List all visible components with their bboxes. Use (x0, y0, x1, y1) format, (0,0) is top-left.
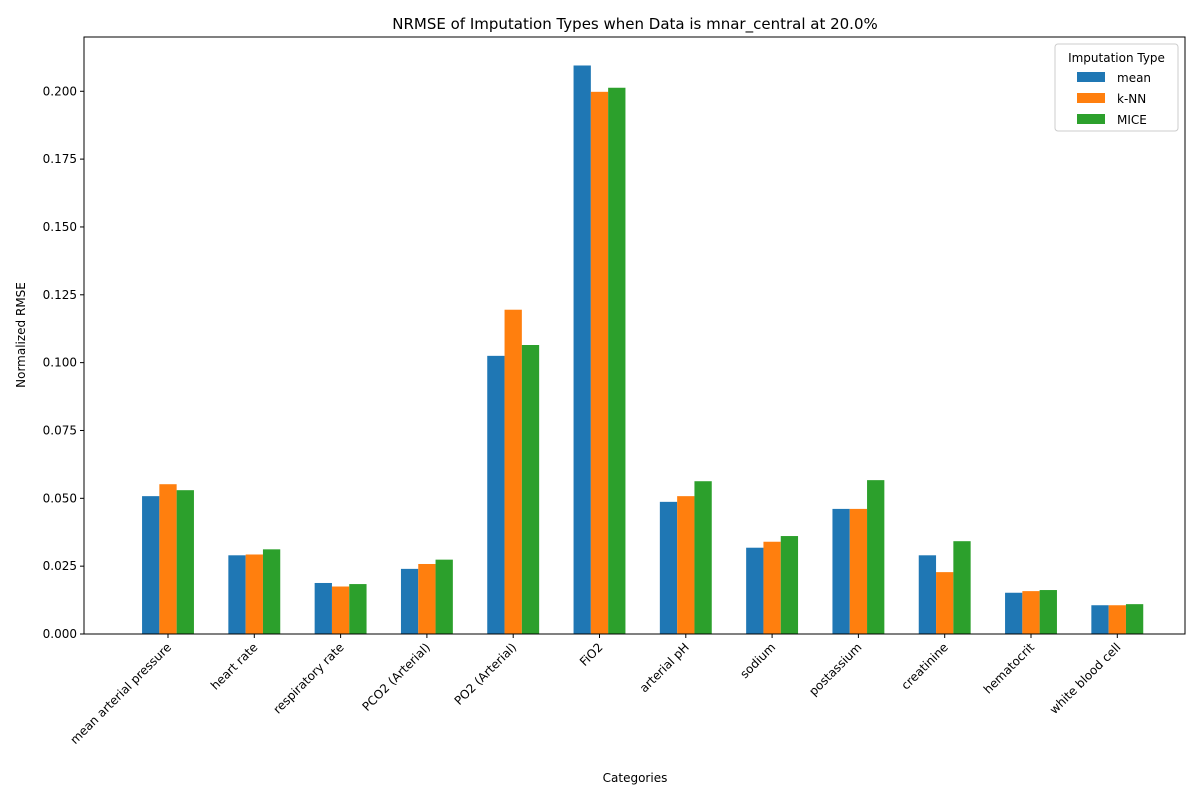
y-tick-label: 0.175 (43, 152, 77, 166)
legend-label-mean: mean (1117, 71, 1151, 85)
x-tick-label: hematocrit (981, 640, 1038, 697)
y-tick-label: 0.100 (43, 356, 77, 370)
legend: Imputation Type mean k-NN MICE (1054, 43, 1179, 132)
bar-mean-4 (487, 355, 505, 634)
legend-title: Imputation Type (1068, 51, 1165, 65)
bar-MICE-0 (176, 490, 194, 634)
bar-MICE-2 (349, 584, 367, 634)
x-tick-label: white blood cell (1047, 640, 1124, 717)
y-tick-label: 0.075 (43, 423, 77, 437)
bar-mean-8 (832, 508, 850, 634)
x-tick-label: sodium (737, 640, 778, 681)
bar-MICE-1 (262, 549, 281, 634)
x-axis: mean arterial pressure heart rate respirat… (67, 634, 1123, 747)
bar-k-NN-8 (849, 508, 868, 634)
legend-swatch-MICE (1077, 114, 1105, 124)
x-tick-label: heart rate (208, 640, 260, 692)
bar-MICE-11 (1125, 604, 1144, 634)
bar-mean-0 (142, 496, 160, 634)
chart-title: NRMSE of Imputation Types when Data is m… (392, 15, 878, 34)
bar-k-NN-0 (159, 484, 177, 634)
x-tick-label: respiratory rate (270, 640, 346, 716)
legend-swatch-mean (1077, 72, 1105, 82)
bar-MICE-10 (1039, 590, 1057, 634)
bar-mean-3 (400, 568, 419, 634)
x-tick-label: creatinine (899, 640, 951, 692)
bar-k-NN-2 (331, 586, 350, 634)
x-axis-label: Categories (603, 771, 668, 785)
bar-mean-11 (1091, 605, 1109, 634)
x-tick-label: arterial pH (637, 640, 692, 695)
legend-label-MICE: MICE (1117, 113, 1147, 127)
legend-swatch-k-NN (1077, 93, 1105, 103)
bar-MICE-5 (608, 87, 626, 634)
plot-area (83, 36, 1186, 635)
x-tick-label: PO2 (Arterial) (452, 640, 520, 708)
bar-k-NN-6 (677, 496, 695, 634)
y-tick-label: 0.050 (43, 491, 77, 505)
bar-mean-6 (659, 501, 678, 634)
bar-MICE-6 (694, 481, 712, 634)
y-tick-label: 0.125 (43, 288, 77, 302)
x-tick-label: mean arterial pressure (67, 640, 174, 747)
bar-MICE-8 (867, 480, 885, 634)
x-tick-label: postassium (806, 640, 864, 698)
bar-k-NN-7 (763, 541, 781, 634)
bar-mean-7 (746, 547, 764, 634)
bar-k-NN-11 (1108, 605, 1126, 634)
bar-MICE-3 (435, 559, 453, 634)
plot-frame (83, 36, 1186, 635)
bar-MICE-7 (780, 536, 799, 634)
x-tick-label: FiO2 (577, 640, 606, 669)
y-tick-label: 0.150 (43, 220, 77, 234)
y-tick-label: 0.025 (43, 559, 77, 573)
bar-MICE-4 (521, 345, 540, 634)
bar-k-NN-1 (245, 554, 263, 634)
y-axis: 0.000 0.025 0.050 0.075 0.100 0.125 0.150 0.175… (43, 84, 84, 641)
bar-k-NN-5 (590, 91, 609, 634)
bar-mean-9 (918, 555, 937, 634)
y-tick-label: 0.000 (43, 627, 77, 641)
x-tick-label: PCO2 (Arterial) (359, 640, 433, 714)
bar-k-NN-3 (418, 563, 436, 634)
legend-box (1054, 43, 1179, 132)
bar-k-NN-4 (504, 309, 522, 634)
y-axis-label: Normalized RMSE (14, 282, 28, 388)
legend-label-k-NN: k-NN (1117, 92, 1146, 106)
bar-mean-1 (228, 555, 246, 634)
bar-MICE-9 (953, 541, 971, 634)
bar-k-NN-9 (936, 572, 954, 634)
bar-mean-10 (1005, 592, 1023, 634)
bar-mean-2 (314, 582, 332, 634)
y-tick-label: 0.200 (43, 84, 77, 98)
bar-k-NN-10 (1022, 591, 1040, 634)
bar-mean-5 (573, 65, 591, 635)
